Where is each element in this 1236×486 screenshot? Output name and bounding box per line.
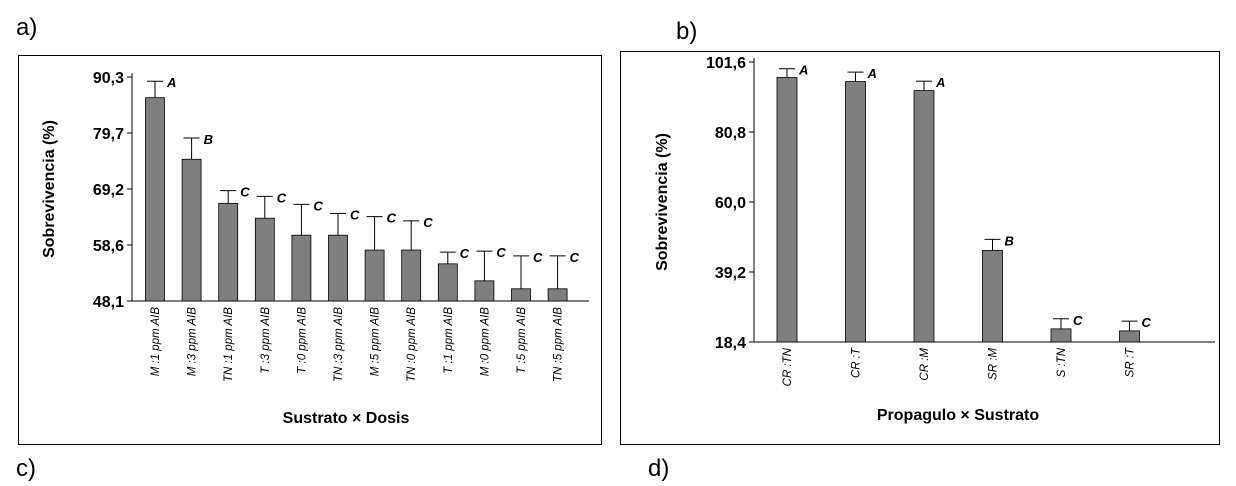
chart-b-bar (776, 77, 798, 343)
panel-label-b: b) (676, 18, 698, 45)
chart-b: 18,4 39,2 60,0 80,8 101,6 A CR :TN A CR :T A CR :M… (654, 55, 1215, 424)
chart-a-group-letter: C (460, 246, 470, 261)
chart-a-bar (474, 280, 495, 302)
chart-a-category-label: M :0 ppm AIB (479, 307, 491, 377)
chart-a-group-letter: C (423, 215, 433, 230)
chart-a-bar (437, 263, 458, 302)
chart-a-category-label: TN :3 ppm AIB (333, 307, 345, 382)
chart-a-category-label: T :0 ppm AIB (296, 307, 308, 374)
chart-a-frame: 48,1 58,6 69,2 79,7 90,3 A M :1 ppm AIB B M :3 p… (18, 55, 602, 445)
chart-b-x-axis-title: Propagulo × Sustrato (877, 407, 1039, 424)
chart-a-category-label: M :1 ppm AIB (150, 307, 162, 377)
chart-a-bar (328, 234, 348, 302)
chart-a-group-letter: C (533, 250, 543, 265)
chart-a-bar (547, 288, 568, 302)
chart-b-group-letter: B (1005, 233, 1014, 248)
chart-b-bar (1050, 328, 1072, 343)
chart-a-category-label: TN :5 ppm AIB (553, 307, 565, 382)
chart-a-y-axis-title: Sobrevivencia (%) (41, 120, 58, 258)
panel-label-d: d) (648, 455, 670, 482)
chart-a-group-letter: C (313, 198, 323, 213)
panel-label-c: c) (16, 455, 36, 482)
chart-a: 48,1 58,6 69,2 79,7 90,3 A M :1 ppm AIB B M :3 p… (41, 70, 589, 427)
chart-b-category-label: CR :M (919, 348, 931, 381)
chart-b-frame: 18,4 39,2 60,0 80,8 101,6 A CR :TN A CR :T A CR :M… (620, 51, 1220, 445)
chart-b-group-letter: A (935, 75, 945, 90)
chart-a-x-axis-title: Sustrato × Dosis (283, 410, 410, 427)
chart-a-category-label: TN :1 ppm AIB (223, 307, 235, 382)
chart-a-bar (401, 249, 422, 302)
chart-b-ytick-label: 39,2 (715, 265, 746, 282)
chart-a-group-letter: C (387, 211, 397, 226)
chart-a-ytick-label: 79,7 (93, 126, 124, 143)
panel-label-a: a) (16, 14, 38, 41)
chart-a-ytick-label: 48,1 (93, 294, 124, 311)
chart-a-group-letter: A (166, 75, 176, 90)
chart-b-ytick-label: 60,0 (715, 195, 746, 212)
chart-b-ytick-label: 101,6 (706, 55, 746, 72)
chart-a-bar (511, 288, 531, 302)
chart-a-bar (181, 158, 202, 302)
chart-a-category-label: T :1 ppm AIB (443, 307, 455, 374)
chart-a-group-letter: C (240, 185, 250, 200)
chart-a-category-label: M :3 ppm AIB (187, 307, 199, 377)
chart-b-category-label: SR :T (1125, 347, 1137, 377)
chart-a-bar (218, 202, 239, 302)
chart-b-group-letter: A (798, 63, 808, 78)
chart-b-category-label: S :TN (1056, 347, 1068, 377)
chart-a-ytick-label: 90,3 (93, 70, 124, 87)
chart-b-category-label: CR :T (851, 347, 863, 378)
chart-a-ytick-label: 69,2 (93, 182, 124, 199)
chart-a-bar (364, 249, 385, 302)
chart-a-bar (254, 217, 275, 302)
chart-a-group-letter: C (496, 245, 506, 260)
chart-a-category-label: M :5 ppm AIB (370, 307, 382, 377)
chart-b-ytick-label: 18,4 (715, 335, 746, 352)
chart-b-category-label: SR :M (988, 348, 1000, 380)
chart-b-category-label: CR :TN (782, 347, 794, 386)
chart-a-ytick-label: 58,6 (93, 238, 124, 255)
chart-a-category-label: T :3 ppm AIB (260, 307, 272, 374)
chart-a-bar (145, 97, 165, 302)
chart-a-group-letter: C (570, 250, 580, 265)
chart-b-bar (913, 90, 935, 343)
chart-a-category-label: TN :0 ppm AIB (406, 307, 418, 382)
chart-a-category-label: T :5 ppm AIB (516, 307, 528, 374)
chart-b-bar (982, 250, 1003, 343)
chart-b-bar (845, 81, 866, 343)
chart-a-group-letter: C (277, 190, 287, 205)
chart-b-y-axis-title: Sobrevivencia (%) (654, 133, 671, 271)
chart-b-group-letter: A (867, 66, 877, 81)
chart-b-bar (1119, 330, 1140, 343)
chart-a-group-letter: B (204, 132, 213, 147)
chart-a-bar (291, 234, 312, 302)
chart-b-group-letter: C (1073, 313, 1083, 328)
chart-b-group-letter: C (1142, 315, 1152, 330)
chart-b-ytick-label: 80,8 (715, 125, 746, 142)
chart-a-group-letter: C (350, 207, 360, 222)
